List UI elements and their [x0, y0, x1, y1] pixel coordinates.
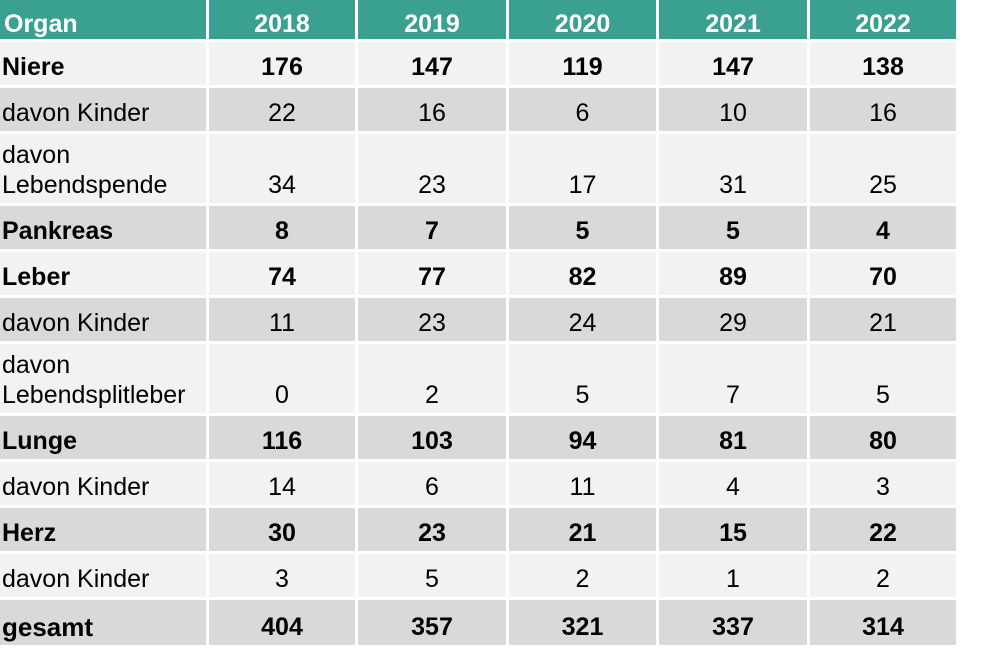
cell-value: 22 [209, 88, 355, 131]
cell-value: 147 [659, 42, 807, 85]
row-label: Herz [0, 508, 206, 551]
cell-value: 4 [659, 462, 807, 505]
row-label: davon Lebendsplitleber [0, 344, 206, 413]
cell-value: 176 [209, 42, 355, 85]
cell-value: 29 [659, 298, 807, 341]
row-niere-lebendspende: davon Lebendspende 34 23 17 31 25 [0, 134, 956, 203]
cell-value: 14 [209, 462, 355, 505]
cell-value: 321 [509, 600, 656, 645]
cell-value: 6 [509, 88, 656, 131]
row-label: davon Lebendspende [0, 134, 206, 203]
cell-value: 5 [509, 206, 656, 249]
cell-value: 2 [810, 554, 956, 597]
cell-value: 30 [209, 508, 355, 551]
cell-value: 2 [509, 554, 656, 597]
row-leber-lebendsplitleber: davon Lebendsplitleber 0 2 5 7 5 [0, 344, 956, 413]
cell-value: 404 [209, 600, 355, 645]
cell-value: 16 [810, 88, 956, 131]
cell-value: 15 [659, 508, 807, 551]
row-label: davon Kinder [0, 298, 206, 341]
row-label: davon Kinder [0, 88, 206, 131]
header-year-2021: 2021 [659, 0, 807, 39]
cell-value: 7 [358, 206, 506, 249]
cell-value: 11 [209, 298, 355, 341]
cell-value: 337 [659, 600, 807, 645]
cell-value: 8 [209, 206, 355, 249]
cell-value: 357 [358, 600, 506, 645]
header-year-2020: 2020 [509, 0, 656, 39]
row-gesamt: gesamt 404 357 321 337 314 [0, 600, 956, 645]
cell-value: 16 [358, 88, 506, 131]
row-label: Lunge [0, 416, 206, 459]
row-lunge: Lunge 116 103 94 81 80 [0, 416, 956, 459]
cell-value: 34 [209, 134, 355, 203]
cell-value: 21 [810, 298, 956, 341]
cell-value: 3 [209, 554, 355, 597]
header-row: Organ 2018 2019 2020 2021 2022 [0, 0, 956, 39]
transplant-table-container: Organ 2018 2019 2020 2021 2022 Niere 176… [0, 0, 956, 645]
cell-value: 10 [659, 88, 807, 131]
row-label: davon Kinder [0, 462, 206, 505]
cell-value: 22 [810, 508, 956, 551]
cell-value: 138 [810, 42, 956, 85]
cell-value: 17 [509, 134, 656, 203]
cell-value: 23 [358, 298, 506, 341]
cell-value: 23 [358, 508, 506, 551]
row-herz: Herz 30 23 21 15 22 [0, 508, 956, 551]
cell-value: 116 [209, 416, 355, 459]
cell-value: 5 [659, 206, 807, 249]
row-pankreas: Pankreas 8 7 5 5 4 [0, 206, 956, 249]
row-leber-kinder: davon Kinder 11 23 24 29 21 [0, 298, 956, 341]
row-label: Leber [0, 252, 206, 295]
cell-value: 314 [810, 600, 956, 645]
cell-value: 4 [810, 206, 956, 249]
header-year-2018: 2018 [209, 0, 355, 39]
cell-value: 3 [810, 462, 956, 505]
cell-value: 0 [209, 344, 355, 413]
row-leber: Leber 74 77 82 89 70 [0, 252, 956, 295]
cell-value: 7 [659, 344, 807, 413]
cell-value: 77 [358, 252, 506, 295]
cell-value: 94 [509, 416, 656, 459]
cell-value: 25 [810, 134, 956, 203]
cell-value: 21 [509, 508, 656, 551]
row-label: gesamt [0, 600, 206, 645]
cell-value: 5 [509, 344, 656, 413]
cell-value: 103 [358, 416, 506, 459]
cell-value: 1 [659, 554, 807, 597]
cell-value: 5 [810, 344, 956, 413]
header-organ: Organ [0, 0, 206, 39]
row-label: davon Kinder [0, 554, 206, 597]
cell-value: 2 [358, 344, 506, 413]
cell-value: 81 [659, 416, 807, 459]
cell-value: 80 [810, 416, 956, 459]
row-label: Niere [0, 42, 206, 85]
cell-value: 6 [358, 462, 506, 505]
transplant-table: Organ 2018 2019 2020 2021 2022 Niere 176… [0, 0, 956, 645]
header-year-2022: 2022 [810, 0, 956, 39]
cell-value: 5 [358, 554, 506, 597]
cell-value: 24 [509, 298, 656, 341]
header-year-2019: 2019 [358, 0, 506, 39]
cell-value: 147 [358, 42, 506, 85]
cell-value: 89 [659, 252, 807, 295]
cell-value: 23 [358, 134, 506, 203]
cell-value: 11 [509, 462, 656, 505]
cell-value: 82 [509, 252, 656, 295]
row-niere: Niere 176 147 119 147 138 [0, 42, 956, 85]
row-herz-kinder: davon Kinder 3 5 2 1 2 [0, 554, 956, 597]
row-label: Pankreas [0, 206, 206, 249]
row-niere-kinder: davon Kinder 22 16 6 10 16 [0, 88, 956, 131]
cell-value: 74 [209, 252, 355, 295]
cell-value: 31 [659, 134, 807, 203]
cell-value: 119 [509, 42, 656, 85]
row-lunge-kinder: davon Kinder 14 6 11 4 3 [0, 462, 956, 505]
cell-value: 70 [810, 252, 956, 295]
